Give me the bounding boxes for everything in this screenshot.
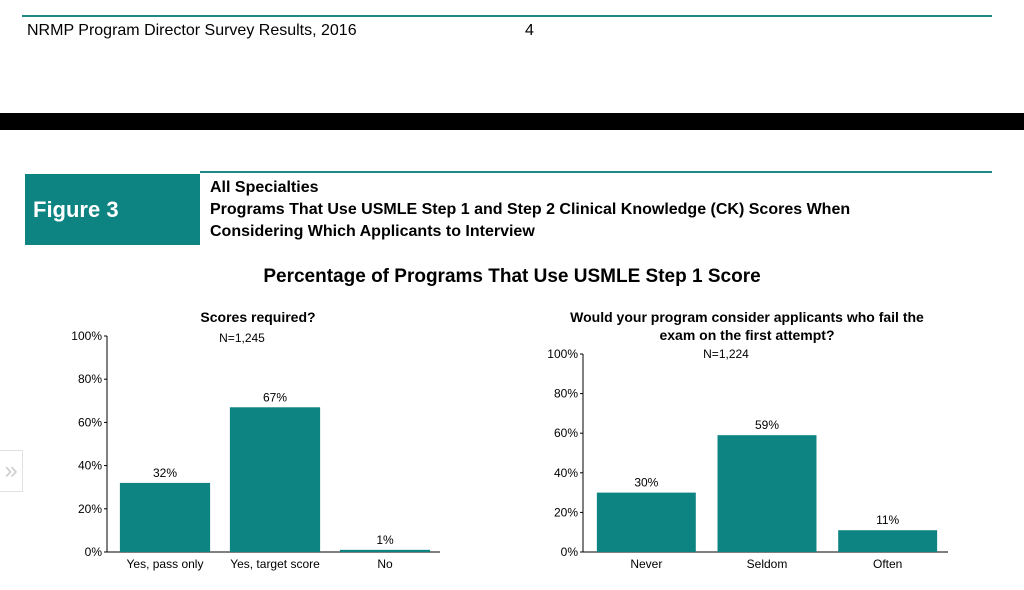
chart-title-line: Would your program consider applicants w… xyxy=(570,309,924,325)
data-label: 11% xyxy=(876,513,899,527)
report-header: NRMP Program Director Survey Results, 20… xyxy=(27,22,357,39)
bar xyxy=(717,435,817,552)
y-tick-label: 80% xyxy=(554,387,578,401)
y-tick-label: 60% xyxy=(554,426,578,440)
y-tick-label: 20% xyxy=(78,502,102,516)
figure-title-line-1: All Specialties xyxy=(210,179,319,196)
header-rule xyxy=(22,15,992,17)
sample-size-label: N=1,245 xyxy=(219,331,265,345)
figure-rule xyxy=(200,171,992,173)
y-tick-label: 0% xyxy=(561,545,579,559)
y-tick-label: 100% xyxy=(71,329,102,343)
divider-band xyxy=(0,113,1024,130)
y-tick-label: 80% xyxy=(78,372,102,386)
y-tick-label: 40% xyxy=(78,459,102,473)
bar xyxy=(229,407,321,552)
data-label: 1% xyxy=(376,533,394,547)
y-tick-label: 20% xyxy=(554,505,578,519)
bar xyxy=(119,482,211,552)
chart-title-line: exam on the first attempt? xyxy=(659,327,834,343)
y-tick-label: 100% xyxy=(547,347,578,361)
main-heading: Percentage of Programs That Use USMLE St… xyxy=(263,266,761,287)
chart-title: Scores required? xyxy=(200,309,315,325)
y-tick-label: 0% xyxy=(85,545,103,559)
x-tick-label: Yes, pass only xyxy=(127,557,204,571)
double-chevron-right-icon: » xyxy=(4,457,18,484)
bar xyxy=(339,549,431,552)
figure-title: All Specialties Programs That Use USMLE … xyxy=(210,177,1000,243)
figure-label: Figure 3 xyxy=(33,196,119,222)
x-tick-label: No xyxy=(377,557,393,571)
x-tick-label: Often xyxy=(873,557,902,571)
page-number: 4 xyxy=(525,22,534,39)
data-label: 32% xyxy=(153,466,177,480)
data-label: 30% xyxy=(634,476,658,490)
x-tick-label: Seldom xyxy=(747,557,788,571)
x-tick-label: Never xyxy=(630,557,662,571)
data-label: 59% xyxy=(755,418,779,432)
figure-title-line-2: Programs That Use USMLE Step 1 and Step … xyxy=(210,201,851,218)
figure-title-line-3: Considering Which Applicants to Intervie… xyxy=(210,223,535,240)
x-tick-label: Yes, target score xyxy=(230,557,320,571)
data-label: 67% xyxy=(263,390,287,404)
y-tick-label: 40% xyxy=(554,466,578,480)
bar xyxy=(838,530,938,552)
side-tab[interactable]: » xyxy=(0,450,23,492)
y-tick-label: 60% xyxy=(78,415,102,429)
bar xyxy=(596,492,696,552)
sample-size-label: N=1,224 xyxy=(703,347,749,361)
figure-label-box: Figure 3 xyxy=(25,174,200,245)
